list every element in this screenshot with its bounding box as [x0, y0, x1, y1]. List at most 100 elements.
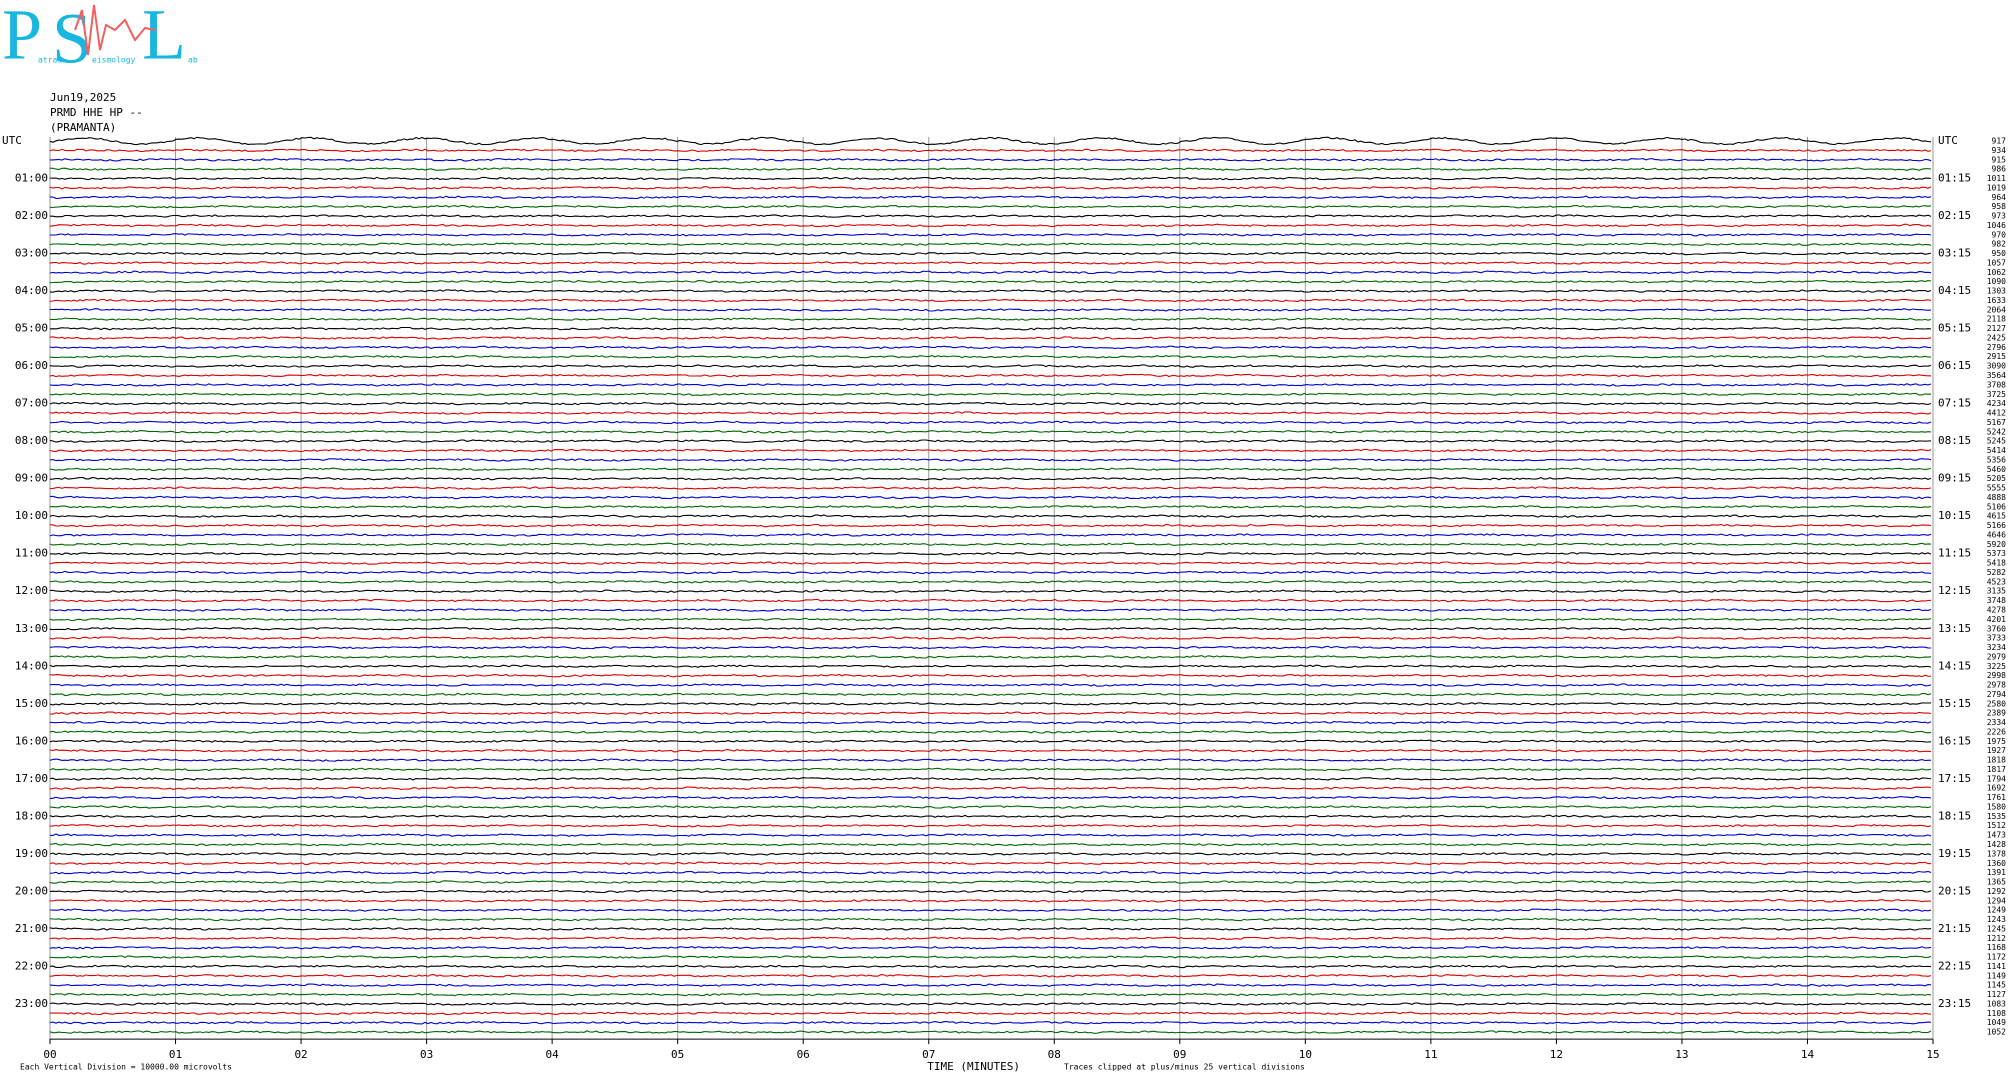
trace-value: 2796 — [1987, 343, 2006, 352]
trace-value: 5167 — [1987, 418, 2006, 427]
hour-label: 08:00 — [15, 434, 48, 447]
trace — [49, 870, 1932, 875]
hour-label-right: 01:15 — [1938, 172, 1971, 185]
trace-value: 2127 — [1987, 324, 2006, 333]
trace — [49, 458, 1932, 462]
hour-label: 05:00 — [15, 322, 48, 335]
trace-value: 917 — [1992, 137, 2007, 146]
trace-value: 4278 — [1987, 606, 2006, 615]
trace-value: 3090 — [1987, 362, 2006, 371]
trace-value: 1817 — [1987, 765, 2006, 774]
trace — [49, 401, 1932, 406]
trace — [49, 195, 1932, 200]
trace — [49, 917, 1932, 922]
trace — [49, 1002, 1932, 1006]
trace — [49, 739, 1932, 744]
trace-value: 2794 — [1987, 690, 2006, 699]
hour-label: 15:00 — [15, 697, 48, 710]
trace-value: 1473 — [1987, 831, 2006, 840]
x-tick-label: 13 — [1675, 1048, 1688, 1061]
trace — [49, 298, 1932, 303]
trace-value: 1292 — [1987, 887, 2006, 896]
trace-value: 4615 — [1987, 512, 2006, 521]
trace-value: 982 — [1992, 240, 2007, 249]
trace — [49, 204, 1932, 209]
hour-label: 14:00 — [15, 659, 48, 672]
trace — [49, 392, 1932, 396]
hour-label-right: 16:15 — [1938, 734, 1971, 747]
trace — [49, 383, 1932, 387]
trace — [49, 823, 1932, 828]
hour-label: 01:00 — [15, 172, 48, 185]
trace-value: 5555 — [1987, 484, 2006, 493]
hour-label: 16:00 — [15, 734, 48, 747]
trace — [49, 336, 1932, 340]
trace-value: 1083 — [1987, 999, 2006, 1008]
hour-label: 02:00 — [15, 209, 48, 222]
trace — [49, 364, 1932, 368]
trace-value: 4234 — [1987, 399, 2006, 408]
site: (PRAMANTA) — [50, 121, 116, 134]
trace-value: 1090 — [1987, 277, 2006, 286]
trace-value: 2389 — [1987, 709, 2006, 718]
trace — [49, 936, 1932, 941]
trace-value: 1303 — [1987, 287, 2006, 296]
trace-value: 1011 — [1987, 174, 2006, 183]
trace-value: 5245 — [1987, 437, 2006, 446]
trace-value: 2064 — [1987, 305, 2006, 314]
x-tick-label: 08 — [1048, 1048, 1061, 1061]
trace — [49, 720, 1932, 725]
hour-label-right: 11:15 — [1938, 547, 1971, 560]
trace-value: 1927 — [1987, 746, 2006, 755]
trace — [49, 786, 1932, 790]
trace-value: 1975 — [1987, 737, 2006, 746]
trace-value: 5356 — [1987, 455, 2006, 464]
trace-value: 1580 — [1987, 802, 2006, 811]
trace-value: 1145 — [1987, 981, 2006, 990]
trace — [50, 158, 1932, 162]
trace-value: 5166 — [1987, 521, 2006, 530]
logo-wave — [74, 4, 156, 56]
hour-label-right: 14:15 — [1938, 659, 1971, 672]
trace — [49, 974, 1932, 978]
trace — [49, 373, 1931, 378]
hour-label-right: 09:15 — [1938, 472, 1971, 485]
trace — [49, 570, 1932, 575]
trace-value: 5282 — [1987, 568, 2006, 577]
trace-value: 1049 — [1987, 1018, 2006, 1027]
logo-letter: P — [2, 0, 42, 75]
trace-value: 950 — [1992, 249, 2007, 258]
trace-value: 1127 — [1987, 990, 2006, 999]
trace — [49, 308, 1932, 312]
hour-label: 22:00 — [15, 959, 48, 972]
trace-value: 1168 — [1987, 943, 2006, 952]
trace-value: 3708 — [1987, 380, 2006, 389]
hour-label-right: 04:15 — [1938, 284, 1971, 297]
trace — [49, 805, 1932, 809]
trace-value: 1057 — [1987, 258, 2006, 267]
trace — [49, 655, 1932, 659]
trace — [49, 495, 1932, 500]
trace-value: 5373 — [1987, 549, 2006, 558]
trace — [49, 852, 1932, 856]
hour-label: 17:00 — [15, 772, 48, 785]
hour-label: 23:00 — [15, 997, 48, 1010]
station: PRMD HHE HP -- — [50, 106, 143, 119]
hour-label-right: 02:15 — [1938, 209, 1971, 222]
trace-value: 2979 — [1987, 652, 2006, 661]
trace — [49, 758, 1932, 762]
trace-value: 2425 — [1987, 333, 2006, 342]
hour-label: UTC — [2, 134, 22, 147]
hour-label: 20:00 — [15, 884, 48, 897]
trace — [49, 411, 1932, 415]
trace — [49, 355, 1932, 359]
trace — [49, 983, 1932, 987]
trace — [49, 242, 1932, 246]
trace — [49, 186, 1932, 190]
x-tick-label: 03 — [420, 1048, 433, 1061]
trace-value: 5418 — [1987, 559, 2006, 568]
hour-label: 07:00 — [15, 397, 48, 410]
trace-value: 3135 — [1987, 587, 2006, 596]
trace — [49, 505, 1932, 509]
